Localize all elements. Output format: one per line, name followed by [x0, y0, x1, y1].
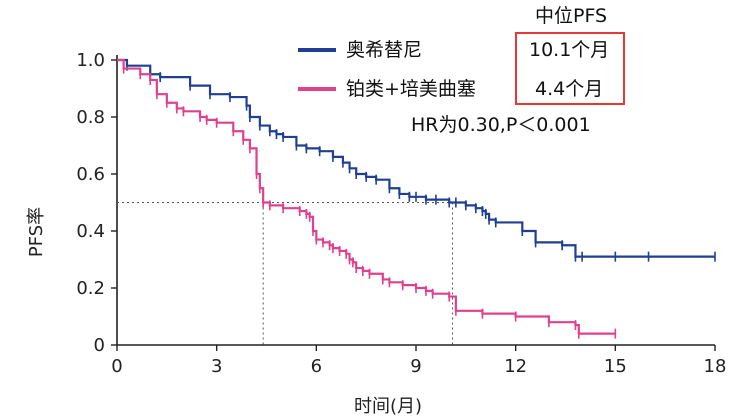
series-line-1 [117, 58, 616, 335]
median-highlight-box [515, 32, 625, 105]
x-tick-label-6: 6 [311, 356, 322, 377]
legend-header: 中位PFS [535, 5, 607, 27]
hazard-ratio-annotation: HR为0.30,P＜0.001 [411, 114, 591, 136]
median-value-platinum-pemetrexed: 4.4个月 [535, 78, 603, 100]
y-tick-label-0: 0 [94, 335, 105, 356]
y-tick-label-0.4: 0.4 [76, 221, 105, 242]
tick-labels: 0 3 6 9 12 15 18 0 0.2 0.4 0.6 0.8 1.0 [76, 50, 726, 377]
y-tick-label-1.0: 1.0 [76, 50, 105, 71]
x-tick-label-3: 3 [211, 356, 222, 377]
median-value-osimertinib: 10.1个月 [529, 39, 609, 61]
survival-curves [117, 58, 716, 339]
x-tick-label-12: 12 [504, 356, 527, 377]
y-tick-label-0.6: 0.6 [76, 164, 105, 185]
legend-label-osimertinib: 奥希替尼 [346, 39, 422, 61]
y-axis-label: PFS率 [26, 207, 47, 257]
x-tick-label-18: 18 [704, 356, 727, 377]
x-tick-label-15: 15 [604, 356, 627, 377]
legend-label-platinum-pemetrexed: 铂类+培美曲塞 [346, 78, 476, 100]
y-tick-label-0.8: 0.8 [76, 107, 105, 128]
x-axis-label: 时间(月) [354, 396, 422, 417]
x-tick-label-0: 0 [111, 356, 122, 377]
legend: 中位PFS 奥希替尼 10.1个月 铂类+培美曲塞 4.4个月 HR为0.30,… [298, 5, 625, 136]
median-guides [117, 202, 454, 345]
y-tick-label-0.2: 0.2 [76, 278, 105, 299]
x-tick-label-9: 9 [410, 356, 421, 377]
